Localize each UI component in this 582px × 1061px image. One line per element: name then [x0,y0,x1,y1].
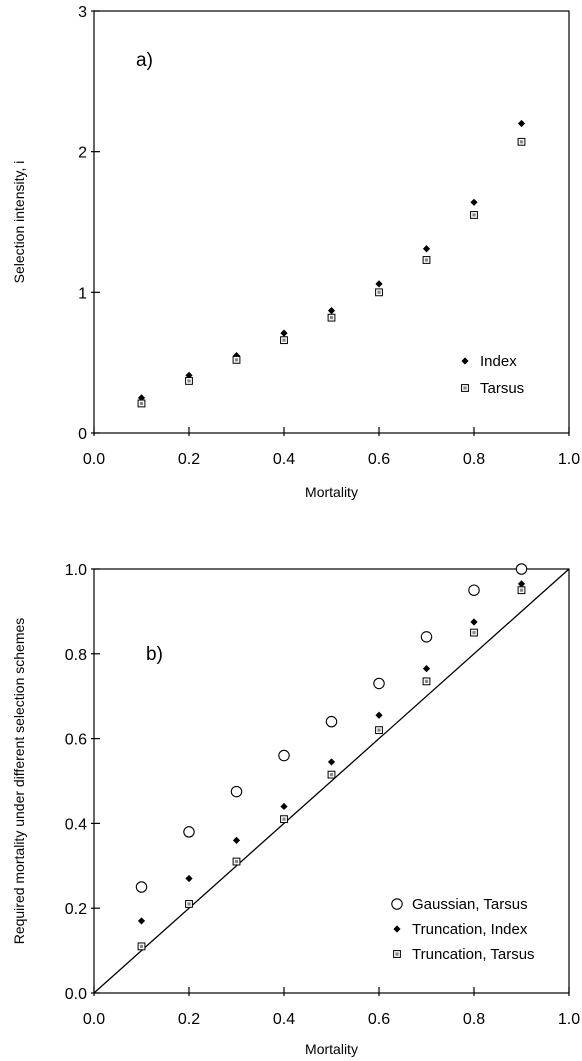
data-point [280,815,288,824]
data-point [468,584,480,596]
legend: Index Tarsus [461,353,524,397]
legend-marker [461,357,469,365]
data-point [422,256,431,264]
x-tick-label: 0.0 [83,1011,105,1028]
x-tick-label: 0.8 [463,451,485,468]
series-tarsus [137,137,526,408]
data-point [422,677,431,686]
x-tick-label: 0.2 [178,451,200,468]
y-tick-label: 0.8 [65,647,87,664]
legend-label: Index [480,353,517,370]
data-point [278,749,290,762]
data-point [517,119,526,128]
y-tick-label: 1 [78,285,87,302]
data-point [470,628,478,637]
panel-label: b) [146,644,163,665]
data-point [470,198,478,206]
data-point [137,942,146,951]
legend-label: Truncation, Tarsus [412,946,535,963]
data-point [185,874,193,883]
data-point [185,377,193,385]
data-point [183,826,195,838]
data-point [280,336,288,345]
data-point [232,836,241,844]
data-point [325,715,338,728]
x-tick-label: 0.8 [463,1011,485,1028]
y-tick-label: 2 [78,145,87,162]
data-point [375,280,383,288]
data-point [232,857,241,866]
x-axis-title: Mortality [305,484,358,500]
x-tick-label: 0.2 [178,1011,200,1028]
data-point [375,711,383,719]
x-tick-label: 0.4 [273,451,295,468]
x-tick-label: 1.0 [558,451,580,468]
plot-frame [93,10,570,434]
data-point [280,329,288,337]
y-tick-label: 0.4 [65,816,87,833]
data-point [137,399,146,408]
series-truncation-tarsus [137,586,526,951]
legend-marker [461,384,469,392]
data-point [470,618,478,626]
x-axis-title: Mortality [305,1041,358,1057]
data-point [327,770,336,779]
data-point [137,917,146,925]
y-tick-label: 0.2 [65,901,87,918]
data-point [375,726,383,735]
data-point [422,665,431,673]
legend-marker [393,925,401,933]
series-gaussian-tarsus [135,563,528,893]
x-tick-label: 0.6 [368,451,390,468]
x-tick-label: 1.0 [558,1011,580,1028]
series-truncation-index [137,580,526,925]
x-tick-label: 0.6 [368,1011,390,1028]
data-point [373,677,385,690]
panel-label: a) [136,50,153,71]
data-point [517,137,526,146]
legend: Gaussian, Tarsus Truncation, Index Truncat… [391,896,535,963]
data-point [517,580,526,588]
legend-label: Gaussian, Tarsus [412,896,528,913]
y-tick-label: 0.6 [65,732,87,749]
data-point [420,631,433,643]
data-point [470,211,478,219]
data-point [232,352,241,360]
legend-label: Truncation, Index [412,921,528,938]
data-point [422,245,431,253]
chart-panel-a: 0.0 0.2 0.4 0.6 0.8 1.0 0 1 2 3 Mortality Selection… [11,4,580,500]
data-point [185,900,193,908]
y-axis-title: Selection intensity, i [11,161,27,284]
legend-marker [393,950,401,958]
y-axis-title: Required mortality under different selec… [11,618,27,945]
data-point [232,355,241,364]
y-tick-label: 0.0 [65,986,87,1003]
legend-label: Tarsus [480,380,524,397]
data-point [230,785,243,798]
data-point [280,802,288,811]
y-tick-label: 0 [78,426,87,443]
data-point [327,758,336,766]
chart-panel-b: 0.0 0.2 0.4 0.6 0.8 1.0 0.0 0.2 0.4 0.6 0.8 1.0 Mort… [11,562,580,1057]
data-point [515,563,528,575]
plot-frame [93,568,570,994]
data-point [375,288,383,297]
data-point [327,313,336,322]
y-tick-label: 3 [78,4,87,21]
series-index [137,119,526,402]
data-point [327,307,336,315]
y-tick-label: 1.0 [65,562,87,579]
legend-marker [391,898,403,910]
x-tick-label: 0.4 [273,1011,295,1028]
data-point [135,881,148,893]
identity-line [93,568,570,994]
data-point [517,586,526,595]
x-tick-label: 0.0 [83,451,105,468]
